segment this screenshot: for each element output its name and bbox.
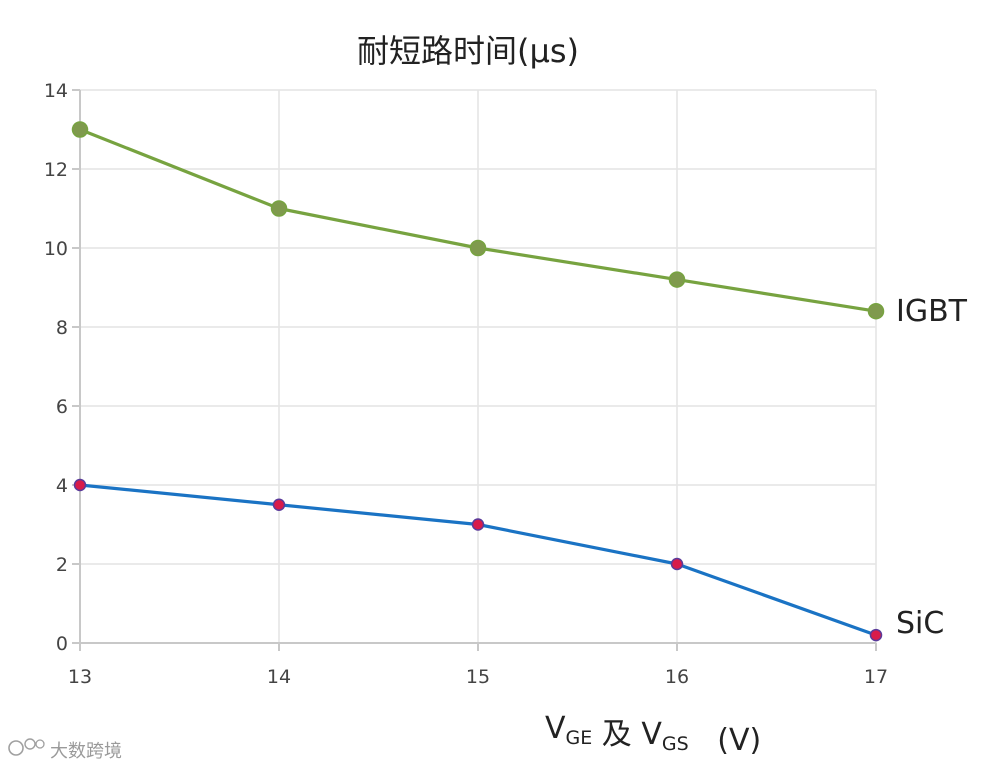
y-tick-label: 6 <box>56 396 68 418</box>
x-axis-label-part: (V) <box>689 723 762 758</box>
data-point <box>668 271 686 288</box>
series-label: IGBT <box>896 294 968 329</box>
data-point <box>71 121 89 138</box>
y-tick-label: 12 <box>44 159 68 181</box>
x-tick-labels: 13 14 15 16 17 <box>68 666 888 688</box>
data-point <box>272 498 286 511</box>
data-point <box>471 518 485 531</box>
y-tick-label: 8 <box>56 317 68 339</box>
data-point <box>270 200 288 217</box>
grid <box>80 89 877 643</box>
x-axis-label-subscript: GE <box>566 727 593 749</box>
y-tick-labels: 0 2 4 6 8 10 12 14 <box>44 80 68 655</box>
data-point <box>469 239 487 257</box>
series-sic: SiC <box>73 478 944 642</box>
x-axis-label-part: 及 V <box>592 717 662 752</box>
series: IGBT SiC <box>71 121 968 642</box>
chat-bubble-logo-icon <box>8 738 45 756</box>
y-tick-label: 10 <box>44 238 68 260</box>
y-tick-label: 0 <box>56 633 68 655</box>
y-tick-label: 2 <box>56 554 68 576</box>
x-axis-label-part: V <box>545 711 566 746</box>
data-point <box>867 302 885 320</box>
x-tick-label: 16 <box>665 666 689 688</box>
x-axis-label: VGE 及 VGS (V) <box>545 711 761 758</box>
data-point <box>670 557 684 571</box>
x-axis-label-subscript: GS <box>662 733 689 755</box>
x-tick-label: 14 <box>267 666 291 688</box>
x-tick-label: 13 <box>68 666 92 688</box>
x-tick-label: 15 <box>466 666 490 688</box>
axes <box>72 89 877 651</box>
chart-title: 耐短路时间(μs) <box>357 32 579 70</box>
data-point <box>73 478 87 492</box>
y-tick-label: 4 <box>56 475 68 497</box>
watermark: 大数跨境 <box>8 738 122 762</box>
watermark-text: 大数跨境 <box>50 741 122 762</box>
y-tick-label: 14 <box>44 80 68 102</box>
series-igbt: IGBT <box>71 121 968 329</box>
x-tick-label: 17 <box>864 666 888 688</box>
series-label: SiC <box>896 606 944 641</box>
data-point <box>869 628 883 642</box>
